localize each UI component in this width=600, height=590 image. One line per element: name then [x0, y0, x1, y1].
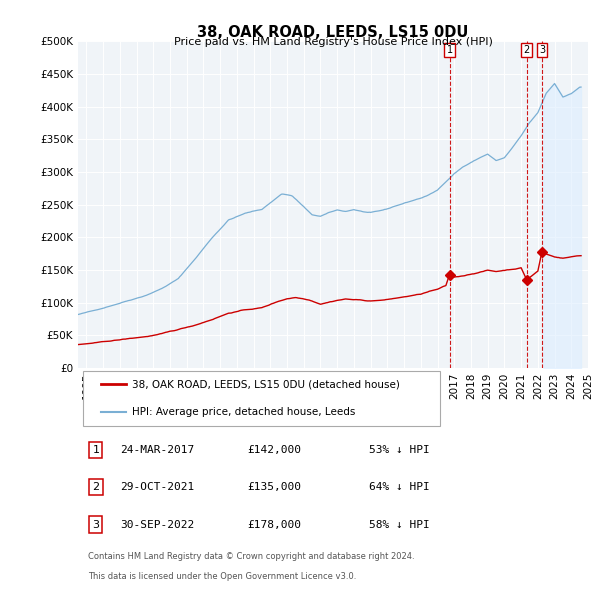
Text: £178,000: £178,000: [247, 520, 301, 529]
Text: 53% ↓ HPI: 53% ↓ HPI: [369, 445, 430, 455]
Text: 38, OAK ROAD, LEEDS, LS15 0DU (detached house): 38, OAK ROAD, LEEDS, LS15 0DU (detached …: [131, 379, 400, 389]
Text: HPI: Average price, detached house, Leeds: HPI: Average price, detached house, Leed…: [131, 408, 355, 417]
Text: 1: 1: [446, 45, 452, 55]
Text: 29-OCT-2021: 29-OCT-2021: [120, 482, 194, 492]
Text: 2: 2: [524, 45, 530, 55]
Text: 64% ↓ HPI: 64% ↓ HPI: [369, 482, 430, 492]
Text: 58% ↓ HPI: 58% ↓ HPI: [369, 520, 430, 529]
Text: Contains HM Land Registry data © Crown copyright and database right 2024.: Contains HM Land Registry data © Crown c…: [88, 552, 415, 561]
Text: This data is licensed under the Open Government Licence v3.0.: This data is licensed under the Open Gov…: [88, 572, 356, 581]
FancyBboxPatch shape: [83, 371, 440, 426]
Text: 1: 1: [92, 445, 100, 455]
Text: 2: 2: [92, 482, 100, 492]
Text: 3: 3: [539, 45, 545, 55]
Text: 24-MAR-2017: 24-MAR-2017: [120, 445, 194, 455]
Text: 30-SEP-2022: 30-SEP-2022: [120, 520, 194, 529]
Text: £135,000: £135,000: [247, 482, 301, 492]
Text: 3: 3: [92, 520, 100, 529]
Text: 38, OAK ROAD, LEEDS, LS15 0DU: 38, OAK ROAD, LEEDS, LS15 0DU: [197, 25, 469, 40]
Text: £142,000: £142,000: [247, 445, 301, 455]
Text: Price paid vs. HM Land Registry's House Price Index (HPI): Price paid vs. HM Land Registry's House …: [173, 37, 493, 47]
